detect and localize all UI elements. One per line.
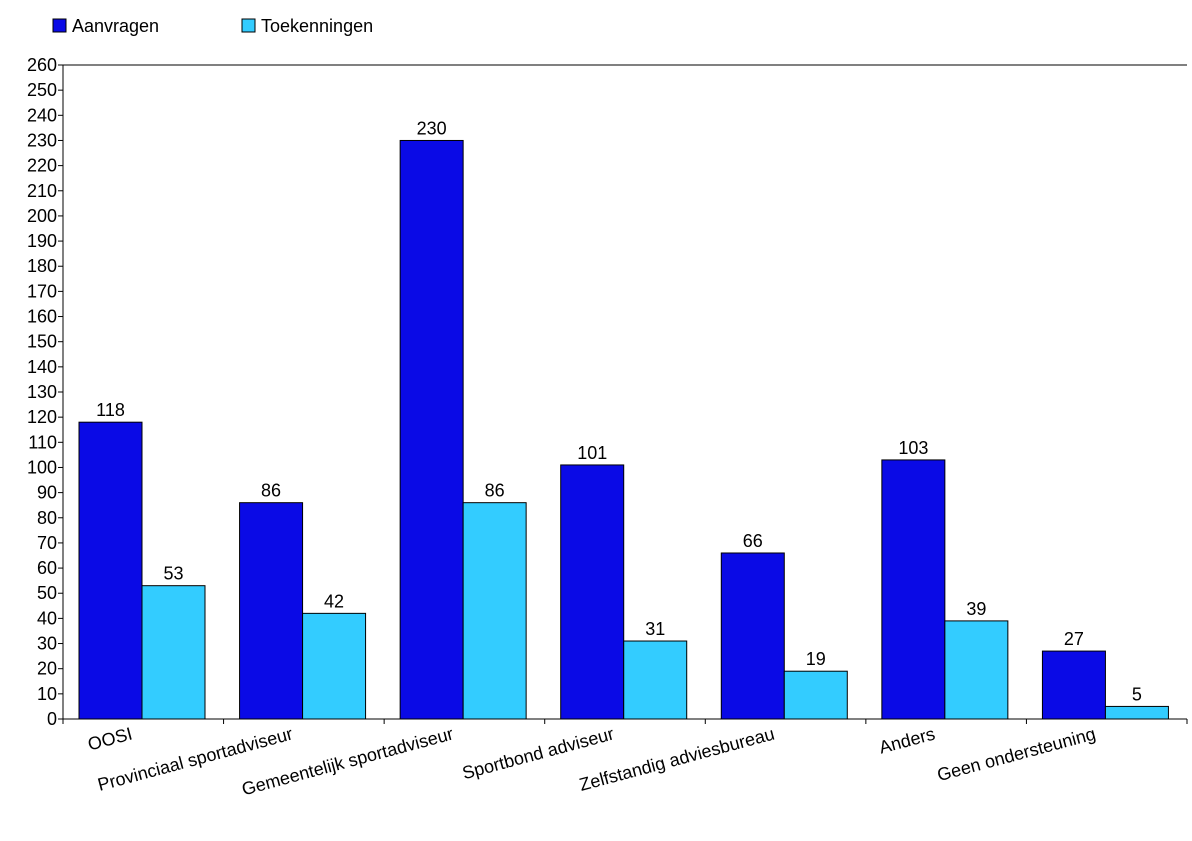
- bar-aanvragen-2: [239, 502, 304, 720]
- legend-label-1: Aanvragen: [72, 16, 159, 36]
- data-label: 118: [96, 400, 125, 420]
- x-category-label: OOSI: [86, 724, 135, 755]
- bar-toekenningen-7: [1104, 705, 1169, 720]
- y-tick-label: 150: [27, 332, 57, 352]
- y-tick-label: 170: [27, 281, 57, 301]
- y-tick-label: 260: [27, 55, 57, 75]
- legend-swatch-2: [241, 18, 256, 33]
- y-tick-label: 120: [27, 407, 57, 427]
- y-tick-label: 130: [27, 382, 57, 402]
- y-tick-label: 50: [37, 583, 57, 603]
- bar-aanvragen-6: [881, 459, 946, 720]
- y-tick-label: 80: [37, 508, 57, 528]
- y-tick-label: 220: [27, 156, 57, 176]
- bar-aanvragen-4: [560, 464, 625, 720]
- y-tick-label: 210: [27, 181, 57, 201]
- bar-toekenningen-5: [783, 670, 848, 720]
- bar-aanvragen-7: [1041, 650, 1106, 720]
- y-tick-label: 190: [27, 231, 57, 251]
- y-tick-label: 40: [37, 608, 57, 628]
- bar-toekenningen-2: [302, 612, 367, 720]
- y-tick-label: 160: [27, 307, 57, 327]
- bars: 118 53 86 42 230 86 101 31 66 19 103 39 27 5: [78, 118, 1169, 720]
- bar-toekenningen-3: [462, 502, 527, 720]
- x-category-label: Geen ondersteuning: [935, 724, 1098, 786]
- bar-aanvragen-1: [78, 421, 143, 720]
- data-label: 103: [898, 438, 928, 458]
- bar-toekenningen-6: [944, 620, 1009, 720]
- y-tick-label: 110: [28, 432, 57, 452]
- bar-aanvragen-5: [720, 552, 785, 720]
- y-tick-label: 90: [37, 483, 57, 503]
- y-tick-label: 70: [37, 533, 57, 553]
- y-tick-label: 100: [27, 457, 57, 477]
- data-label: 42: [324, 591, 344, 611]
- data-label: 27: [1064, 629, 1084, 649]
- y-tick-label: 0: [47, 709, 57, 729]
- y-tick-label: 180: [27, 256, 57, 276]
- data-label: 53: [163, 564, 183, 584]
- y-tick-label: 200: [27, 206, 57, 226]
- y-tick-label: 140: [27, 357, 57, 377]
- legend: Aanvragen Toekenningen: [52, 16, 373, 36]
- legend-swatch-1: [52, 18, 67, 33]
- data-label: 39: [966, 599, 986, 619]
- data-label: 66: [743, 531, 763, 551]
- bar-aanvragen-3: [399, 139, 464, 720]
- data-label: 86: [485, 481, 505, 501]
- bar-toekenningen-1: [141, 585, 206, 720]
- y-tick-label: 20: [37, 659, 57, 679]
- y-tick-label: 230: [27, 130, 57, 150]
- x-category-label: Anders: [877, 724, 937, 758]
- y-tick-label: 10: [37, 684, 57, 704]
- bar-toekenningen-4: [623, 640, 688, 720]
- y-tick-label: 240: [27, 105, 57, 125]
- data-label: 31: [645, 619, 665, 639]
- data-label: 101: [577, 443, 607, 463]
- y-tick-label: 30: [37, 634, 57, 654]
- y-axis: 0 10 20 30 40 50 60 70 80 90 100 110 120 130 140 150 160…: [27, 55, 1187, 729]
- data-label: 86: [261, 481, 281, 501]
- legend-label-2: Toekenningen: [261, 16, 373, 36]
- data-label: 230: [417, 118, 447, 138]
- data-label: 19: [806, 649, 826, 669]
- y-tick-label: 250: [27, 80, 57, 100]
- y-tick-label: 60: [37, 558, 57, 578]
- data-label: 5: [1132, 684, 1142, 704]
